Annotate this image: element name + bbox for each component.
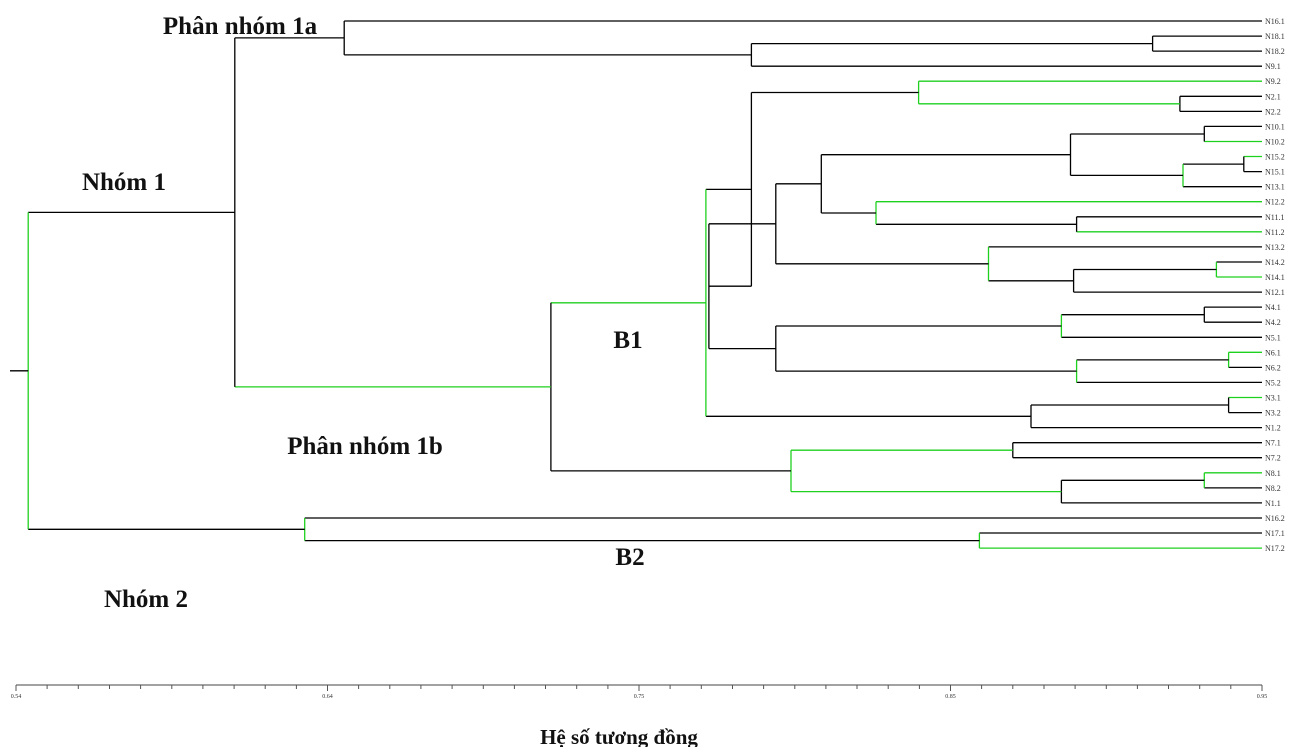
tick-label: 0.75 (634, 694, 645, 700)
leaf-label: N13.1 (1265, 183, 1285, 192)
leaf-label: N4.1 (1265, 303, 1281, 312)
leaf-label: N18.2 (1265, 47, 1285, 56)
leaf-label: N16.2 (1265, 514, 1285, 523)
leaf-label: N9.1 (1265, 62, 1281, 71)
leaf-label: N10.1 (1265, 122, 1285, 131)
leaf-label: N5.1 (1265, 333, 1281, 342)
leaf-label: N11.2 (1265, 228, 1284, 237)
leaf-label: N13.2 (1265, 243, 1285, 252)
label-b1: B1 (613, 327, 642, 354)
leaf-label: N7.2 (1265, 454, 1281, 463)
tick-label: 0.54 (11, 694, 22, 700)
x-axis: 0.54 0.64 0.75 0.85 0.95 (11, 685, 1268, 700)
leaf-label: N12.1 (1265, 288, 1285, 297)
leaf-label: N15.2 (1265, 153, 1285, 162)
leaf-label: N17.2 (1265, 544, 1285, 553)
tick-label: 0.64 (322, 694, 333, 700)
label-b2: B2 (615, 544, 644, 571)
leaf-labels: N16.1 N18.1 N18.2 N9.1 N9.2 N2.1 N2.2 N10.1 N10.… (1265, 17, 1285, 553)
leaf-label: N15.1 (1265, 168, 1285, 177)
leaf-label: N4.2 (1265, 318, 1281, 327)
label-phan-nhom-1a: Phân nhóm 1a (163, 13, 318, 40)
leaf-label: N8.1 (1265, 469, 1281, 478)
label-nhom-1: Nhóm 1 (82, 169, 166, 196)
leaf-label: N6.1 (1265, 348, 1281, 357)
leaf-label: N12.2 (1265, 198, 1285, 207)
leaf-label: N6.2 (1265, 363, 1281, 372)
leaf-label: N14.1 (1265, 273, 1285, 282)
leaf-label: N5.2 (1265, 378, 1281, 387)
leaf-label: N2.1 (1265, 92, 1281, 101)
leaf-label: N17.1 (1265, 529, 1285, 538)
leaf-label: N3.1 (1265, 394, 1281, 403)
leaf-label: N7.1 (1265, 439, 1281, 448)
leaf-label: N14.2 (1265, 258, 1285, 267)
leaf-label: N2.2 (1265, 107, 1281, 116)
x-axis-title: Hệ số tương đồng (540, 725, 698, 747)
leaf-label: N16.1 (1265, 17, 1285, 26)
leaf-label: N18.1 (1265, 32, 1285, 41)
leaf-label: N8.2 (1265, 484, 1281, 493)
leaf-label: N11.1 (1265, 213, 1284, 222)
leaf-label: N3.2 (1265, 409, 1281, 418)
dendrogram-branches (10, 21, 1262, 548)
leaf-label: N1.2 (1265, 424, 1281, 433)
x-axis-ticks: 0.54 0.64 0.75 0.85 0.95 (11, 685, 1268, 700)
leaf-label: N9.2 (1265, 77, 1281, 86)
label-nhom-2: Nhóm 2 (104, 586, 188, 613)
leaf-label: N10.2 (1265, 138, 1285, 147)
tick-label: 0.95 (1257, 694, 1268, 700)
leaf-label: N1.1 (1265, 499, 1281, 508)
tick-label: 0.85 (945, 694, 956, 700)
label-phan-nhom-1b: Phân nhóm 1b (287, 433, 443, 460)
